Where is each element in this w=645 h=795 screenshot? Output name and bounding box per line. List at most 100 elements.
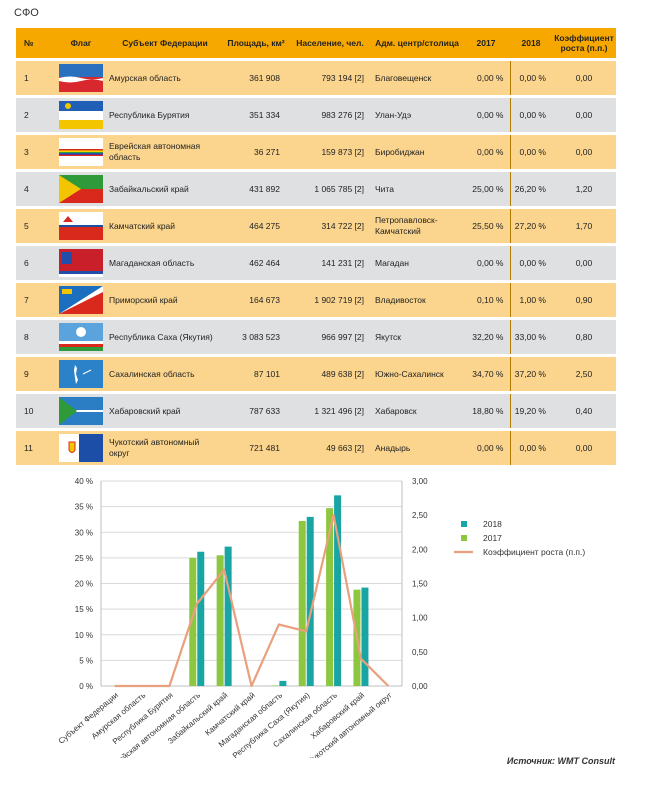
cell-y2017: 32,20 %: [462, 317, 511, 356]
cell-capital: Владивосток: [372, 280, 462, 319]
y-right-tick-label: 1,50: [412, 580, 428, 589]
cell-y2018: 33,00 %: [510, 317, 552, 356]
cell-area: 787 633: [224, 391, 288, 430]
bar-2017: [216, 555, 224, 686]
cell-num: 6: [16, 243, 56, 282]
table-header-row: № Флаг Субъект Федерации Площадь, км² На…: [16, 28, 616, 60]
legend-swatch: [461, 535, 467, 541]
y-left-tick-label: 35 %: [75, 503, 93, 512]
flag-cell: [56, 95, 106, 134]
header-2018: 2018: [510, 28, 552, 60]
cell-num: 5: [16, 206, 56, 245]
cell-capital: Биробиджан: [372, 132, 462, 171]
y-right-tick-label: 0,00: [412, 682, 428, 691]
chukotka-flag-icon: [59, 434, 103, 462]
cell-y2018: 0,00 %: [510, 58, 552, 97]
cell-area: 36 271: [224, 132, 288, 171]
coefficient-line: [114, 514, 390, 688]
cell-y2017: 18,80 %: [462, 391, 511, 430]
cell-population: 966 997 [2]: [288, 317, 372, 356]
header-population: Население, чел.: [288, 28, 372, 60]
jewish-flag-icon: [59, 138, 103, 166]
bar-2018: [334, 495, 342, 686]
table-row: 9 Сахалинская область 87 101 489 638 [2] Южн…: [16, 354, 616, 393]
cell-capital: Благовещенск: [372, 58, 462, 97]
amur-flag-icon: [59, 64, 103, 92]
cell-num: 2: [16, 95, 56, 134]
header-area: Площадь, км²: [224, 28, 288, 60]
cell-y2017: 0,00 %: [462, 428, 511, 465]
cell-y2018: 0,00 %: [510, 95, 552, 134]
cell-area: 462 464: [224, 243, 288, 282]
cell-capital: Южно-Сахалинск: [372, 354, 462, 393]
zabaikalsky-flag-icon: [59, 175, 103, 203]
cell-y2018: 37,20 %: [510, 354, 552, 393]
y-left-tick-label: 10 %: [75, 631, 93, 640]
y-right-tick-label: 2,00: [412, 545, 428, 554]
primorsky-flag-icon: [59, 286, 103, 314]
cell-area: 87 101: [224, 354, 288, 393]
header-coef: Коэффициент роста (п.п.): [552, 28, 616, 60]
cell-num: 10: [16, 391, 56, 430]
y-left-tick-label: 5 %: [79, 656, 93, 665]
cell-num: 1: [16, 58, 56, 97]
cell-subject: Магаданская область: [106, 243, 224, 282]
cell-subject: Амурская область: [106, 58, 224, 97]
cell-coef: 0,40: [552, 391, 616, 430]
cell-num: 11: [16, 428, 56, 465]
flag-cell: [56, 206, 106, 245]
y-right-tick-label: 1,00: [412, 614, 428, 623]
flag-cell: [56, 391, 106, 430]
source-note: Источник: WMT Consult: [506, 756, 615, 766]
bar-2018: [361, 587, 369, 686]
cell-population: 983 276 [2]: [288, 95, 372, 134]
y-right-tick-label: 2,50: [412, 511, 428, 520]
cell-y2018: 1,00 %: [510, 280, 552, 319]
cell-capital: Петропавловск-Камчатский: [372, 206, 462, 245]
cell-subject: Забайкальский край: [106, 169, 224, 208]
flag-cell: [56, 354, 106, 393]
cell-y2018: 0,00 %: [510, 132, 552, 171]
y-left-tick-label: 0 %: [79, 682, 93, 691]
cell-population: 1 902 719 [2]: [288, 280, 372, 319]
cell-population: 159 873 [2]: [288, 132, 372, 171]
legend-swatch: [461, 521, 467, 527]
table-row: 8 Республика Саха (Якутия) 3 083 523 966 99…: [16, 317, 616, 356]
header-flag: Флаг: [56, 28, 106, 60]
kamchatka-flag-icon: [59, 212, 103, 240]
cell-area: 464 275: [224, 206, 288, 245]
y-left-tick-label: 20 %: [75, 580, 93, 589]
table-row: 6 Магаданская область 462 464 141 231 [2] Ма…: [16, 243, 616, 282]
cell-y2017: 0,10 %: [462, 280, 511, 319]
cell-coef: 1,20: [552, 169, 616, 208]
cell-coef: 0,90: [552, 280, 616, 319]
cell-population: 1 065 785 [2]: [288, 169, 372, 208]
cell-capital: Улан-Удэ: [372, 95, 462, 134]
cell-y2017: 25,50 %: [462, 206, 511, 245]
sakha-flag-icon: [59, 323, 103, 351]
cell-population: 489 638 [2]: [288, 354, 372, 393]
cell-num: 9: [16, 354, 56, 393]
flag-cell: [56, 428, 106, 465]
cell-coef: 0,00: [552, 428, 616, 465]
table-row: 10 Хабаровский край 787 633 1 321 496 [2] Ха…: [16, 391, 616, 430]
y-left-tick-label: 25 %: [75, 554, 93, 563]
legend-label: 2018: [483, 519, 502, 529]
cell-num: 8: [16, 317, 56, 356]
bar-2018: [306, 516, 314, 686]
flag-cell: [56, 243, 106, 282]
flag-cell: [56, 58, 106, 97]
cell-coef: 1,70: [552, 206, 616, 245]
y-left-tick-label: 40 %: [75, 477, 93, 486]
header-capital: Адм. центр/столица: [372, 28, 462, 60]
bar-2018: [197, 551, 205, 686]
khabarovsk-flag-icon: [59, 397, 103, 425]
cell-population: 49 663 [2]: [288, 428, 372, 465]
legend-label: 2017: [483, 533, 502, 543]
table-row: 3 Еврейская автономная область 36 271 159 8…: [16, 132, 616, 171]
cell-coef: 0,00: [552, 58, 616, 97]
flag-cell: [56, 132, 106, 171]
flag-cell: [56, 169, 106, 208]
buryatia-flag-icon: [59, 101, 103, 129]
cell-subject: Приморский край: [106, 280, 224, 319]
